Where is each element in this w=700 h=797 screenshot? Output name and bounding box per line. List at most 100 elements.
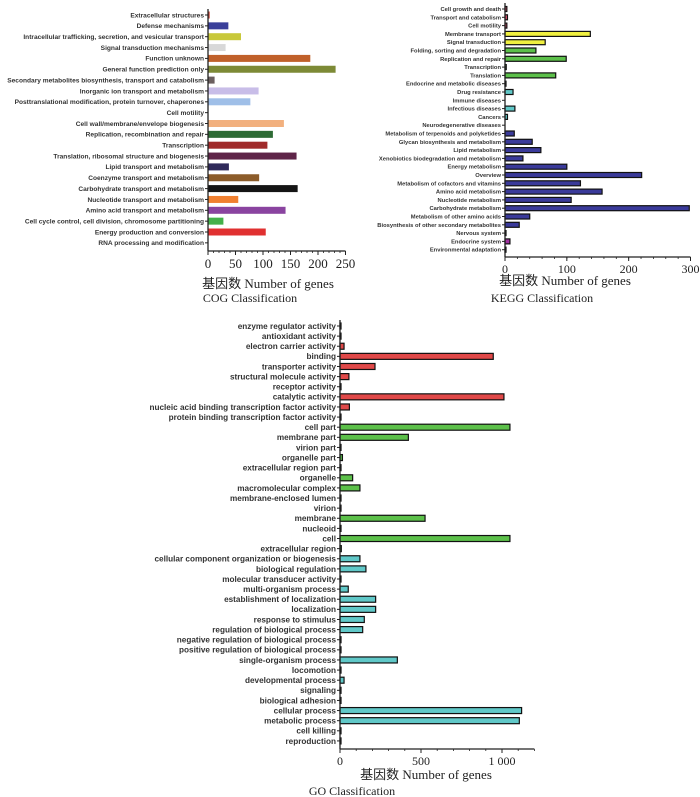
go-x-tick-label: 500 bbox=[412, 754, 430, 768]
kegg-bar bbox=[504, 205, 690, 212]
kegg-chart-title: KEGG Classification bbox=[491, 291, 593, 305]
cog-category-label: Amino acid transport and metabolism bbox=[86, 208, 204, 215]
go-bar bbox=[339, 585, 349, 593]
go-category-label: protein binding transcription factor act… bbox=[169, 413, 337, 422]
cog-category-label: Coenzyme transport and metabolism bbox=[88, 175, 204, 182]
go-category-label: locomotion bbox=[292, 666, 336, 675]
kegg-bar bbox=[504, 138, 533, 145]
cog-x-axis-title: 基因数 Number of genes bbox=[202, 276, 334, 291]
go-category-label: molecular transducer activity bbox=[222, 575, 336, 584]
kegg-bar bbox=[504, 238, 511, 245]
kegg-category-label: Infectious diseases bbox=[448, 107, 501, 113]
cog-bar bbox=[208, 228, 266, 236]
cog-bar bbox=[208, 87, 259, 95]
go-chart-title: GO Classification bbox=[309, 784, 395, 797]
cog-bar bbox=[208, 195, 239, 203]
kegg-category-label: Endocrine and metabolic diseases bbox=[406, 82, 501, 88]
go-bar bbox=[339, 514, 426, 522]
cog-x-tick-label: 0 bbox=[205, 256, 212, 271]
go-category-label: cell part bbox=[305, 423, 337, 432]
cog-bar bbox=[208, 163, 229, 171]
go-bar bbox=[339, 423, 511, 431]
go-category-label: developmental process bbox=[245, 676, 336, 685]
kegg-category-label: Nucleotide metabolism bbox=[438, 198, 501, 204]
go-x-axis-title: 基因数 Number of genes bbox=[360, 767, 492, 782]
kegg-category-label: Carbohydrate metabolism bbox=[429, 206, 501, 212]
kegg-x-tick-label: 0 bbox=[502, 262, 508, 276]
kegg-category-label: Amino acid metabolism bbox=[436, 190, 501, 196]
kegg-category-label: Translation bbox=[470, 73, 501, 79]
cog-category-label: General function prediction only bbox=[103, 67, 205, 74]
cog-x-tick-label: 150 bbox=[281, 256, 301, 271]
go-bar bbox=[339, 474, 354, 482]
cog-bar bbox=[208, 44, 226, 52]
kegg-category-label: Lipid metabolism bbox=[453, 148, 501, 154]
go-bar bbox=[339, 352, 494, 360]
kegg-bar bbox=[504, 171, 643, 179]
cog-bar bbox=[208, 22, 229, 30]
go-category-label: biological regulation bbox=[256, 565, 336, 574]
cog-bar bbox=[208, 120, 284, 127]
go-category-label: single-organism process bbox=[239, 656, 336, 665]
go-bar bbox=[339, 433, 409, 441]
cog-category-label: Energy production and conversion bbox=[95, 229, 204, 236]
go-bar bbox=[339, 393, 505, 401]
kegg-bar bbox=[504, 130, 515, 137]
kegg-bar bbox=[504, 39, 546, 46]
kegg-bar bbox=[504, 155, 524, 162]
go-bar bbox=[339, 625, 364, 634]
go-category-label: membrane part bbox=[277, 433, 336, 442]
kegg-category-label: Environmental adaptation bbox=[430, 248, 502, 254]
go-category-label: membrane-enclosed lumen bbox=[230, 494, 336, 503]
kegg-category-label: Cell growth and death bbox=[440, 7, 501, 13]
kegg-category-label: Replication and repair bbox=[440, 57, 502, 63]
go-bar bbox=[339, 595, 377, 603]
cog-bar bbox=[208, 152, 297, 160]
go-bar bbox=[339, 555, 361, 563]
go-category-label: biological adhesion bbox=[260, 696, 336, 705]
cog-bar bbox=[208, 141, 268, 149]
kegg-x-tick-label: 100 bbox=[558, 262, 576, 276]
cog-x-tick-label: 100 bbox=[253, 256, 273, 271]
cog-category-label: Cell motility bbox=[167, 110, 205, 117]
cog-category-label: Carbohydrate transport and metabolism bbox=[78, 186, 204, 193]
cog-x-tick-label: 250 bbox=[336, 256, 356, 271]
go-category-label: transporter activity bbox=[262, 362, 337, 371]
kegg-category-label: Neurodegenerative diseases bbox=[422, 123, 501, 129]
kegg-category-label: Transcription bbox=[464, 65, 501, 71]
go-category-label: structural molecule activity bbox=[230, 372, 336, 381]
go-x-tick-label: 0 bbox=[337, 754, 343, 768]
kegg-bar bbox=[504, 196, 572, 203]
kegg-category-label: Cell motility bbox=[468, 24, 502, 30]
kegg-category-label: Energy metabolism bbox=[448, 165, 501, 171]
go-category-label: binding bbox=[306, 352, 336, 361]
cog-category-label: Inorganic ion transport and metabolism bbox=[80, 88, 204, 95]
cog-category-label: Transcription bbox=[162, 143, 204, 150]
kegg-bar bbox=[504, 147, 542, 154]
go-category-label: multi-organism process bbox=[243, 585, 336, 594]
go-bar bbox=[339, 615, 365, 624]
go-bar bbox=[339, 362, 376, 371]
cog-category-label: Replication, recombination and repair bbox=[86, 132, 205, 139]
go-bar bbox=[339, 656, 398, 664]
go-bar bbox=[339, 373, 350, 381]
kegg-category-label: Immune diseases bbox=[453, 98, 501, 104]
cog-bar bbox=[208, 206, 286, 214]
go-category-label: organelle bbox=[300, 474, 337, 483]
kegg-category-label: Signal transduction bbox=[447, 40, 502, 46]
cog-bar bbox=[208, 65, 336, 73]
go-category-label: macromolecular complex bbox=[237, 484, 336, 493]
go-bar bbox=[339, 605, 377, 613]
kegg-bar bbox=[504, 72, 557, 79]
go-category-label: extracellular region part bbox=[243, 464, 337, 473]
go-category-label: negative regulation of biological proces… bbox=[177, 636, 337, 645]
kegg-category-label: Endocrine system bbox=[451, 239, 501, 245]
go-category-label: establishment of localization bbox=[224, 595, 336, 604]
cog-x-tick-label: 50 bbox=[229, 256, 242, 271]
kegg-bar bbox=[504, 88, 514, 96]
cog-category-label: Signal transduction mechanisms bbox=[101, 45, 205, 52]
go-bar bbox=[339, 534, 511, 543]
cog-bar bbox=[208, 174, 260, 182]
